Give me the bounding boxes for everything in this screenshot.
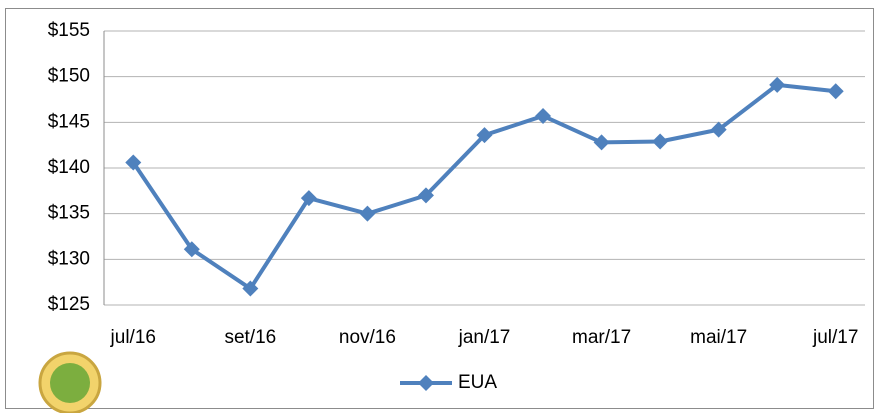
marker [183,241,200,258]
x-tick-label: jul/17 [812,327,858,348]
legend-label: EUA [458,372,497,393]
marker [300,190,317,207]
y-tick-label: $140 [48,157,90,178]
marker [593,134,610,151]
marker [535,107,552,124]
x-tick-label: set/16 [224,327,276,348]
y-tick-label: $150 [48,66,90,87]
marker [476,127,493,144]
marker [242,280,259,297]
marker [359,205,376,222]
marker [710,121,727,138]
x-tick-label: jul/16 [110,327,156,348]
marker [125,154,142,171]
x-tick-label: jan/17 [458,327,511,348]
y-tick-label: $155 [48,20,90,41]
logo [38,351,102,413]
y-tick-label: $125 [48,294,90,315]
marker [418,375,434,391]
x-tick-label: mai/17 [690,327,747,348]
chart-frame [5,8,874,409]
marker [827,83,844,100]
y-tick-label: $135 [48,203,90,224]
marker [417,187,434,204]
y-tick-label: $130 [48,248,90,269]
logo-center [50,363,90,403]
marker [769,76,786,93]
x-tick-label: nov/16 [339,327,396,348]
marker [652,133,669,150]
x-tick-label: mar/17 [572,327,631,348]
y-tick-label: $145 [48,111,90,132]
